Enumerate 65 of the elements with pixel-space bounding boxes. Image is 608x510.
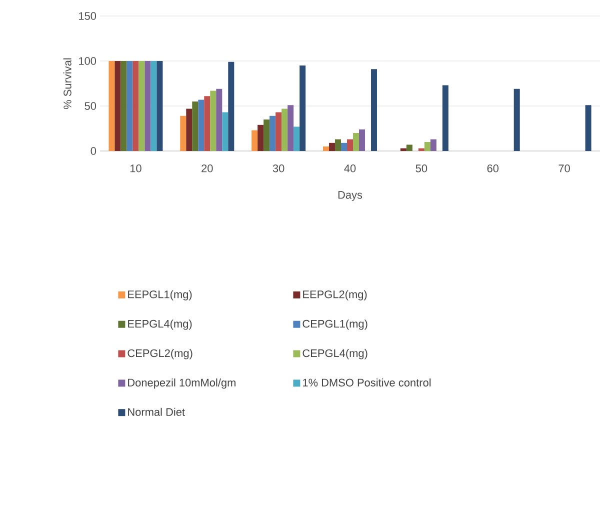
bar — [192, 101, 198, 151]
bar — [276, 112, 282, 151]
y-tick-label: 50 — [84, 102, 96, 110]
bar — [300, 65, 306, 151]
bar — [132, 60, 139, 151]
legend-label: 1% DMSO Positive control — [303, 378, 431, 386]
x-tick-label: 60 — [487, 164, 499, 172]
bar — [180, 116, 186, 151]
y-tick-label: 150 — [79, 12, 96, 20]
x-tick-label: 10 — [130, 164, 142, 172]
legend-label: EEPGL4(mg) — [128, 320, 192, 330]
bar — [144, 60, 151, 151]
bar — [371, 69, 377, 151]
bar — [406, 144, 412, 151]
bar — [114, 60, 121, 151]
legend-label: CEPGL2(mg) — [128, 349, 192, 360]
bar — [335, 139, 341, 151]
bar — [442, 85, 448, 151]
bar — [282, 108, 288, 151]
bar — [347, 139, 353, 151]
bar — [585, 105, 592, 151]
bar — [150, 60, 157, 151]
bar — [222, 112, 228, 151]
bar — [418, 148, 424, 151]
bar — [258, 124, 264, 151]
x-tick-label: 40 — [344, 164, 356, 172]
y-tick-label: 100 — [79, 57, 96, 65]
bar — [264, 119, 270, 151]
legend-label: CEPGL4(mg) — [302, 349, 368, 360]
y-axis-title: % Survival — [63, 58, 72, 109]
x-tick-label: 70 — [558, 164, 570, 172]
bar — [138, 60, 145, 151]
legend-label: Normal Diet — [128, 408, 185, 416]
bar — [198, 100, 204, 151]
bar — [353, 132, 359, 151]
bar — [341, 142, 347, 151]
bar — [294, 126, 300, 151]
bar — [204, 96, 210, 151]
bar — [430, 139, 436, 151]
bar — [400, 148, 406, 151]
bar — [216, 88, 222, 151]
bar — [359, 129, 365, 151]
y-tick-label: 0 — [90, 147, 96, 155]
bar — [323, 146, 329, 151]
x-axis-title: Days — [338, 191, 362, 201]
bar — [514, 88, 520, 151]
bar — [108, 60, 115, 151]
legend-label: CEPGL1(mg) — [302, 320, 368, 330]
bar — [120, 60, 127, 151]
bar — [270, 116, 276, 151]
bar — [186, 108, 192, 151]
bar — [210, 90, 216, 151]
legend-label: EEPGL2(mg) — [303, 290, 367, 300]
bar — [288, 105, 294, 151]
legend-label: EEPGL1(mg) — [128, 290, 192, 300]
bar — [126, 60, 133, 151]
bar — [252, 130, 258, 151]
bar — [329, 142, 335, 151]
legend-label: Donepezil 10mMol/gm — [128, 378, 236, 389]
bar — [228, 62, 234, 151]
x-tick-label: 20 — [202, 164, 213, 172]
x-tick-label: 50 — [416, 164, 428, 172]
x-tick-label: 30 — [272, 164, 284, 172]
bar — [424, 142, 430, 151]
bar — [156, 60, 163, 151]
